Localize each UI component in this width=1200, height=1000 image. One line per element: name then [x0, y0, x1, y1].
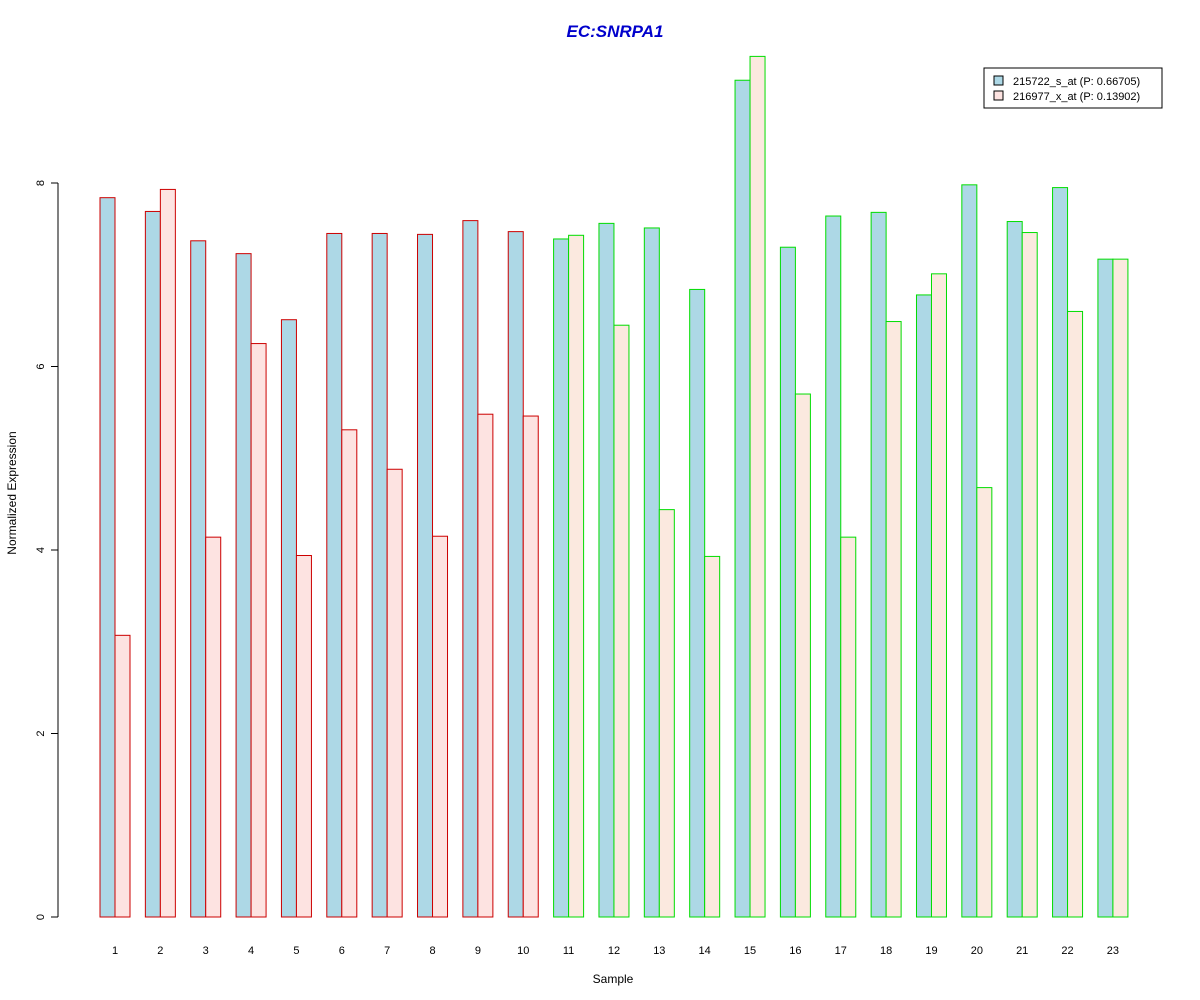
x-tick-label: 16	[789, 945, 801, 957]
legend-label-series-1: 215722_s_at (P: 0.66705)	[1013, 76, 1140, 88]
bar-series-1-sample-9	[462, 220, 479, 918]
y-tick-label: 2	[35, 730, 47, 736]
bar-series-2-sample-4	[250, 343, 267, 918]
x-tick-label: 3	[203, 945, 209, 957]
y-tick-label: 6	[35, 363, 47, 369]
bar-series-1-sample-20	[961, 184, 978, 918]
chart-title: EC:SNRPA1	[567, 22, 664, 41]
x-tick-label: 6	[339, 945, 345, 957]
x-tick-label: 2	[157, 945, 163, 957]
bar-series-2-sample-23	[1112, 258, 1129, 918]
bar-series-1-sample-21	[1006, 221, 1023, 918]
bar-series-2-sample-12	[613, 324, 630, 918]
bar-series-2-sample-7	[386, 468, 403, 918]
x-tick-label: 20	[971, 945, 983, 957]
bar-series-1-sample-4	[235, 253, 252, 918]
x-tick-label: 23	[1107, 945, 1119, 957]
x-tick-labels: 1 2 3 4 5 6 7 8 9 10 11 12 13 14 15 16 17 18 19 20 21 22 23	[112, 945, 1119, 957]
bar-series-1-sample-1	[99, 197, 116, 918]
x-tick-label: 9	[475, 945, 481, 957]
y-axis-label: Normalized Expression	[5, 431, 19, 554]
legend-label-series-2: 216977_x_at (P: 0.13902)	[1013, 91, 1140, 103]
y-tick-label: 0	[35, 914, 47, 920]
bar-series-2-sample-11	[568, 234, 585, 918]
x-tick-label: 22	[1061, 945, 1073, 957]
x-tick-label: 12	[608, 945, 620, 957]
y-tick-label: 8	[35, 180, 47, 186]
bar-series-1-sample-7	[371, 232, 388, 918]
x-tick-label: 8	[429, 945, 435, 957]
bar-series-2-sample-21	[1021, 232, 1038, 918]
bar-series-1-sample-11	[553, 238, 570, 918]
x-tick-label: 11	[563, 945, 574, 957]
bar-series-1-sample-18	[870, 211, 887, 918]
y-tick-label: 4	[35, 547, 47, 553]
bar-series-1-sample-22	[1052, 187, 1069, 918]
bar-series-1-sample-23	[1097, 258, 1114, 918]
bar-series-1-sample-16	[779, 246, 796, 918]
bar-series-2-sample-13	[658, 509, 675, 918]
bar-series-2-sample-6	[341, 429, 358, 918]
bar-series-2-sample-2	[159, 188, 176, 918]
bar-series-1-sample-14	[689, 288, 706, 918]
x-tick-label: 21	[1016, 945, 1028, 957]
bar-series-1-sample-3	[190, 240, 207, 918]
bars-group	[99, 55, 1129, 918]
bar-series-2-sample-18	[885, 321, 902, 918]
legend-box	[983, 67, 1163, 109]
legend-swatch-series-2	[993, 90, 1004, 101]
bar-series-2-sample-1	[114, 634, 131, 918]
bar-series-2-sample-19	[930, 273, 947, 918]
x-tick-label: 13	[653, 945, 665, 957]
bar-series-2-sample-16	[794, 393, 811, 918]
bar-series-2-sample-3	[205, 536, 222, 918]
legend: 215722_s_at (P: 0.66705) 216977_x_at (P:…	[983, 67, 1163, 109]
bar-series-2-sample-8	[432, 535, 449, 918]
bar-series-1-sample-6	[326, 232, 343, 918]
x-tick-label: 17	[835, 945, 847, 957]
bar-series-2-sample-15	[749, 55, 766, 918]
bar-series-1-sample-10	[507, 231, 524, 918]
y-axis: 0 2 4 6 8	[35, 180, 59, 920]
bar-series-1-sample-12	[598, 222, 615, 918]
x-tick-label: 1	[112, 945, 118, 957]
x-tick-label: 7	[384, 945, 390, 957]
bar-series-2-sample-22	[1067, 310, 1084, 918]
bar-series-1-sample-2	[144, 210, 161, 918]
x-axis-label: Sample	[593, 972, 634, 986]
bar-series-1-sample-19	[915, 294, 932, 918]
bar-series-2-sample-14	[704, 555, 721, 918]
bar-series-2-sample-10	[522, 415, 539, 918]
x-tick-label: 15	[744, 945, 756, 957]
bar-series-1-sample-8	[417, 233, 434, 918]
bar-series-2-sample-9	[477, 413, 494, 918]
bar-series-1-sample-13	[643, 227, 660, 918]
legend-swatch-series-1	[993, 75, 1004, 86]
bar-series-2-sample-17	[840, 536, 857, 918]
bar-series-1-sample-5	[280, 319, 297, 918]
bar-series-1-sample-15	[734, 79, 751, 918]
bar-series-2-sample-5	[295, 555, 312, 918]
x-tick-label: 4	[248, 945, 254, 957]
x-tick-label: 5	[293, 945, 299, 957]
x-tick-label: 14	[699, 945, 711, 957]
x-tick-label: 19	[925, 945, 937, 957]
x-tick-label: 10	[517, 945, 529, 957]
bar-series-2-sample-20	[976, 487, 993, 918]
x-tick-label: 18	[880, 945, 892, 957]
bar-series-1-sample-17	[825, 215, 842, 918]
